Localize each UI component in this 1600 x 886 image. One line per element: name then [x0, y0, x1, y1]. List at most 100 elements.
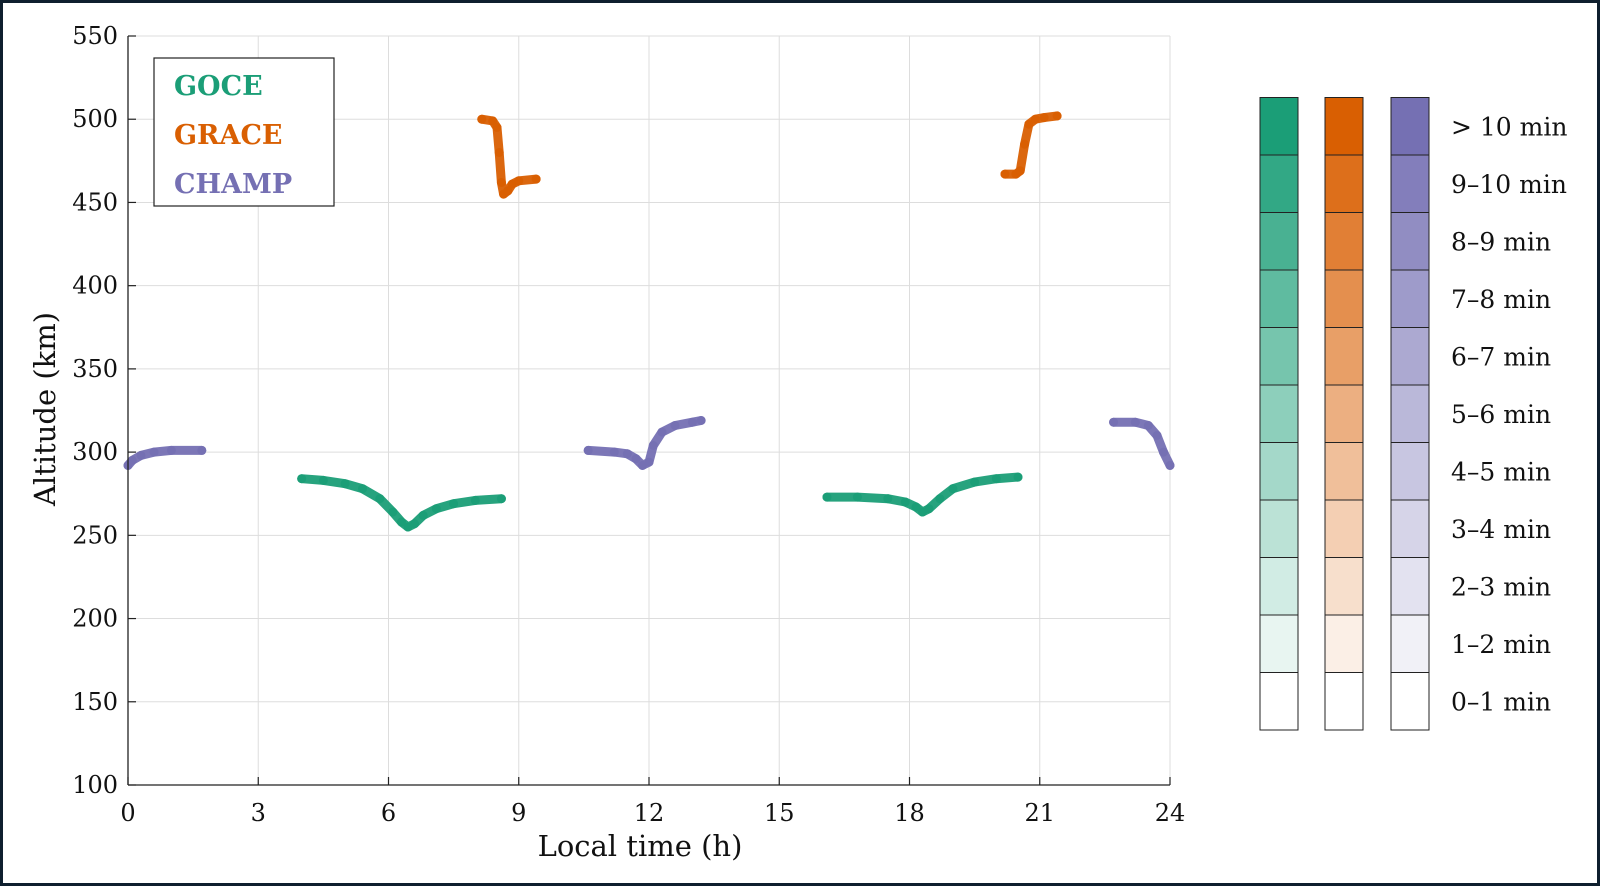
colorbar-cell: [1259, 97, 1299, 156]
data-point-grace: [1024, 119, 1034, 129]
data-point-grace: [531, 174, 541, 184]
data-point-champ: [1143, 421, 1153, 430]
colorbar-label: > 10 min: [1451, 112, 1567, 141]
series-segment-champ: [583, 416, 706, 470]
x-tick-label: 9: [511, 799, 526, 827]
data-point-goce: [397, 517, 406, 527]
colorbar-cell: [1324, 557, 1364, 616]
colorbar-cell: [1324, 614, 1364, 673]
data-point-grace: [1000, 169, 1010, 179]
legend-entry-grace: GRACE: [174, 120, 283, 151]
colorbar-cell: [1390, 557, 1430, 616]
data-point-champ: [631, 454, 641, 464]
data-point-champ: [136, 450, 146, 460]
data-point-champ: [149, 447, 159, 457]
legend-entry-goce: GOCE: [174, 71, 263, 102]
data-point-goce: [449, 499, 459, 509]
colorbar-cell: [1324, 442, 1364, 501]
data-point-champ: [197, 445, 207, 455]
colorbar: 0–1 min 1–2 min 2–3 min 3–4 min 4–5 min 5–6 m…: [1259, 97, 1567, 731]
data-point-grace: [1030, 114, 1040, 124]
colorbar-cell: [1259, 672, 1299, 731]
colorbar-cell: [1390, 442, 1430, 501]
colorbar-cell: [1259, 154, 1299, 213]
colorbar-label: 6–7 min: [1451, 342, 1551, 371]
data-point-grace: [488, 116, 498, 126]
data-point-goce: [410, 519, 419, 529]
x-axis-label: Local time (h): [538, 829, 743, 863]
colorbar-cell: [1390, 499, 1430, 558]
data-point-champ: [644, 457, 654, 467]
data-point-champ: [609, 447, 619, 457]
data-point-champ: [648, 441, 658, 450]
chart-svg: 0 3 6 9 12 15 18 21 24 100 150 200 250 300 350 400 450 50…: [28, 22, 1567, 863]
y-axis-label: Altitude (km): [28, 312, 62, 507]
colorbar-cell: [1324, 327, 1364, 386]
data-point-champ: [1165, 460, 1175, 470]
data-point-goce: [470, 495, 480, 505]
colorbar-cell: [1390, 154, 1430, 213]
data-point-goce: [496, 494, 506, 504]
data-point-goce: [883, 494, 893, 504]
colorbar-cell: [1259, 327, 1299, 386]
colorbar-cell: [1259, 614, 1299, 673]
colorbar-cell: [1259, 499, 1299, 558]
colorbar-cell: [1390, 384, 1430, 443]
data-point-goce: [970, 477, 980, 487]
colorbar-cell: [1324, 672, 1364, 731]
colorbar-cell: [1259, 557, 1299, 616]
y-tick-label: 200: [72, 605, 118, 633]
colorbar-cell: [1259, 442, 1299, 501]
data-point-goce: [948, 484, 958, 494]
colorbar-cell: [1259, 384, 1299, 443]
data-point-goce: [935, 494, 945, 504]
colorbar-cell: [1324, 212, 1364, 271]
ticks: 0 3 6 9 12 15 18 21 24 100 150 200 250 300 350 400 450 50…: [72, 22, 1185, 827]
data-point-champ: [696, 416, 706, 425]
data-point-goce: [358, 484, 367, 494]
x-tick-label: 6: [381, 799, 396, 827]
colorbar-cell: [1324, 384, 1364, 443]
data-point-grace: [1020, 139, 1030, 149]
legend-entry-champ: CHAMP: [174, 169, 292, 200]
colorbar-column-champ: [1390, 97, 1430, 731]
data-point-grace: [477, 114, 487, 124]
y-tick-label: 150: [72, 688, 118, 716]
data-point-champ: [622, 449, 632, 459]
data-point-champ: [583, 445, 593, 455]
series-champ: [123, 416, 1175, 470]
series-goce: [297, 472, 1023, 532]
y-tick-label: 100: [72, 771, 118, 799]
data-point-champ: [1159, 447, 1168, 457]
colorbar-cell: [1390, 672, 1430, 731]
data-point-champ: [1130, 417, 1140, 427]
series-grace: [477, 111, 1062, 199]
colorbar-cell: [1390, 614, 1430, 673]
figure: 0 3 6 9 12 15 18 21 24 100 150 200 250 300 350 400 450 50…: [3, 3, 1597, 883]
data-point-champ: [657, 427, 667, 437]
colorbar-column-goce: [1259, 97, 1299, 731]
data-point-grace: [1015, 166, 1025, 176]
y-tick-label: 450: [72, 188, 118, 216]
data-point-goce: [388, 507, 398, 517]
data-point-goce: [911, 502, 921, 512]
data-point-champ: [687, 417, 697, 427]
legend: GOCE GRACE CHAMP: [153, 57, 335, 207]
x-tick-label: 21: [1024, 799, 1055, 827]
data-point-grace: [492, 123, 502, 132]
colorbar-cell: [1259, 269, 1299, 328]
colorbar-cell: [1324, 97, 1364, 156]
colorbar-cell: [1324, 269, 1364, 328]
colorbar-cell: [1259, 212, 1299, 271]
colorbar-label: 5–6 min: [1451, 400, 1551, 429]
x-tick-label: 0: [120, 799, 135, 827]
x-tick-label: 15: [764, 799, 795, 827]
y-tick-label: 500: [72, 105, 118, 133]
x-tick-label: 18: [894, 799, 925, 827]
data-point-champ: [127, 455, 137, 465]
colorbar-label: 8–9 min: [1451, 227, 1551, 256]
colorbar-cell: [1390, 212, 1430, 271]
data-point-goce: [822, 492, 832, 502]
data-point-goce: [375, 494, 385, 504]
colorbar-label: 4–5 min: [1451, 457, 1551, 486]
